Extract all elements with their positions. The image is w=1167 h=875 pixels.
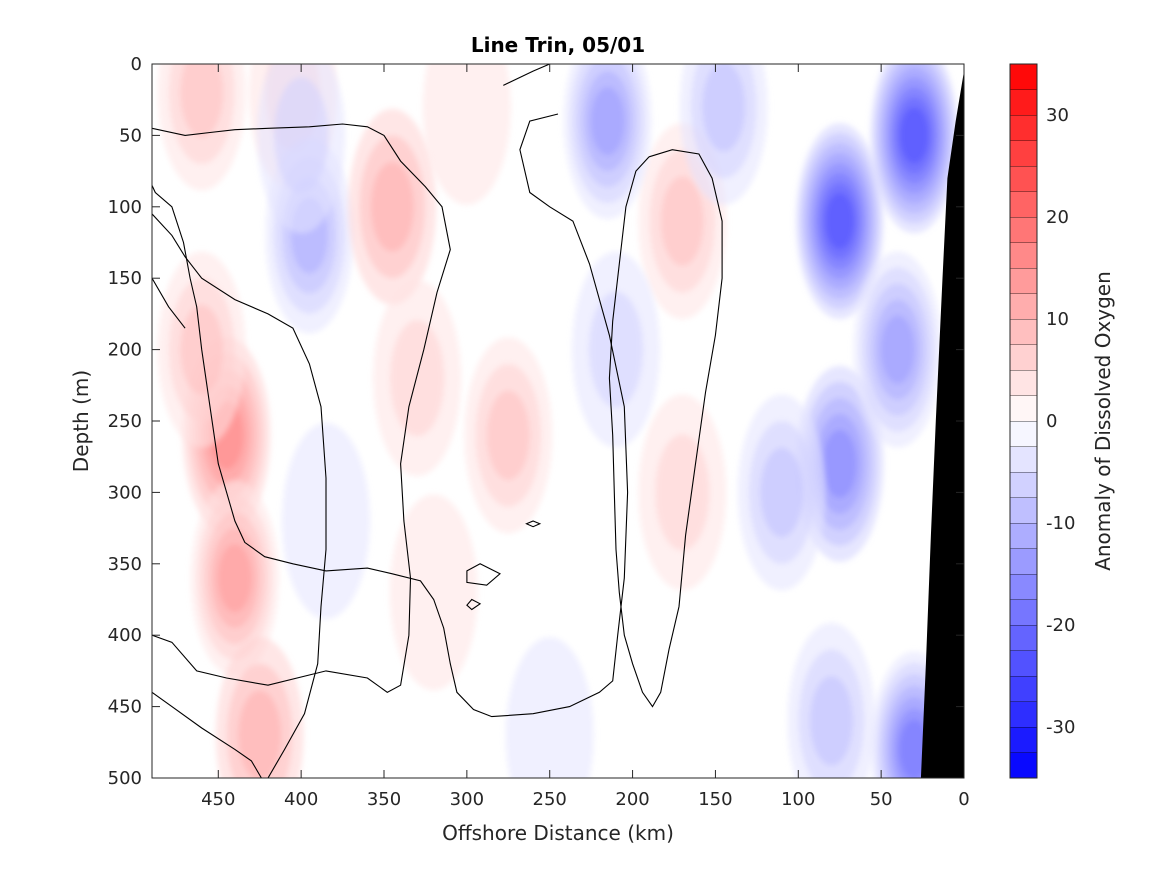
colorbar-level	[1010, 319, 1037, 345]
anomaly-blob	[373, 280, 462, 477]
x-tick-label: 450	[201, 789, 235, 810]
x-tick-label: 350	[367, 789, 401, 810]
anomaly-blob	[563, 64, 652, 220]
x-tick-label: 50	[870, 789, 893, 810]
colorbar-level	[1010, 523, 1037, 549]
colorbar-level	[1010, 676, 1037, 702]
zero-contour-island	[466, 598, 482, 611]
x-axis: 450 400 350 300 250 200 150 100 50 0	[201, 64, 970, 810]
y-tick-label: 400	[108, 625, 142, 646]
zero-contour-line	[152, 123, 451, 693]
colorbar-level	[1010, 191, 1037, 217]
colorbar-level	[1010, 293, 1037, 319]
y-tick-label: 150	[108, 268, 142, 289]
x-axis-title: Offshore Distance (km)	[442, 821, 674, 845]
colorbar-level	[1010, 650, 1037, 676]
colorbar-tick-label: 0	[1046, 411, 1057, 432]
x-tick-label: 100	[781, 789, 815, 810]
colorbar-frame	[1009, 63, 1038, 779]
colorbar-level	[1010, 472, 1037, 498]
zero-contour-line	[152, 113, 629, 718]
anomaly-blob	[787, 622, 876, 778]
anomaly-blob	[464, 337, 553, 534]
colorbar-tick-label: -20	[1046, 615, 1075, 636]
colorbar-level	[1010, 497, 1037, 523]
anomaly-blob	[215, 637, 304, 778]
colorbar-tick-label: -10	[1046, 513, 1075, 534]
anomaly-blob	[870, 64, 959, 234]
colorbar-level	[1010, 701, 1037, 727]
colorbar-level	[1010, 89, 1037, 115]
colorbar-level	[1010, 140, 1037, 166]
colorbar-level	[1010, 574, 1037, 600]
anomaly-blob	[572, 251, 660, 448]
colorbar-level	[1010, 752, 1037, 778]
anomaly-blob	[638, 394, 727, 591]
y-tick-label: 450	[108, 697, 142, 718]
y-tick-label: 50	[119, 125, 142, 146]
x-tick-label: 250	[533, 789, 567, 810]
colorbar-level	[1010, 242, 1037, 268]
zero-contour-line	[608, 149, 723, 708]
zero-contour-line	[152, 213, 327, 778]
bathymetry-mask	[920, 71, 964, 779]
zero-contour-island	[466, 563, 501, 586]
y-tick-label: 200	[108, 340, 142, 361]
zero-contour-island	[525, 520, 542, 528]
anomaly-blob	[795, 123, 884, 320]
colorbar-level	[1010, 166, 1037, 192]
colorbar-level	[1010, 115, 1037, 141]
anomaly-blob	[737, 394, 826, 591]
colorbar-level	[1010, 599, 1037, 625]
colorbar-level	[1010, 395, 1037, 421]
y-tick-label: 0	[131, 54, 142, 75]
colorbar-tick-label: 10	[1046, 309, 1069, 330]
y-tick-label: 300	[108, 482, 142, 503]
y-tick-label: 500	[108, 768, 142, 789]
colorbar-level	[1010, 548, 1037, 574]
colorbar-level	[1010, 446, 1037, 472]
colorbar-level	[1010, 370, 1037, 396]
anomaly-blob	[853, 251, 942, 448]
colorbar: -30 -20 -10 0 10 20 30	[1009, 63, 1075, 779]
colorbar-tick-label: 30	[1046, 105, 1069, 126]
y-tick-label: 350	[108, 554, 142, 575]
y-tick-label: 250	[108, 411, 142, 432]
y-tick-label: 100	[108, 197, 142, 218]
x-tick-label: 150	[698, 789, 732, 810]
y-axis: 0 50 100 150 200 250 300 350 400 450 500	[108, 54, 964, 789]
zero-contours	[152, 64, 723, 778]
anomaly-blob	[348, 108, 437, 305]
colorbar-level	[1010, 727, 1037, 753]
x-tick-label: 300	[450, 789, 484, 810]
anomaly-blob	[389, 494, 478, 691]
anomaly-blob	[157, 64, 246, 191]
colorbar-level	[1010, 344, 1037, 370]
zero-contour-line	[152, 691, 262, 778]
colorbar-level	[1010, 421, 1037, 447]
anomaly-blob	[257, 64, 346, 234]
anomaly-blob	[679, 64, 768, 205]
colorbar-level	[1010, 268, 1037, 294]
zero-contour-line	[152, 277, 186, 329]
plot-area	[151, 63, 965, 779]
x-tick-label: 400	[284, 789, 318, 810]
anomaly-blob	[190, 480, 279, 677]
chart-title: Line Trin, 05/01	[471, 33, 645, 57]
x-tick-label: 0	[958, 789, 969, 810]
anomaly-blob	[505, 637, 594, 778]
x-tick-label: 200	[615, 789, 649, 810]
colorbar-level	[1010, 64, 1037, 90]
zero-contour-line	[503, 64, 550, 86]
anomaly-blob	[422, 64, 511, 205]
colorbar-title: Anomaly of Dissolved Oxygen	[1091, 271, 1115, 571]
colorbar-level	[1010, 217, 1037, 243]
colorbar-level	[1010, 625, 1037, 651]
y-axis-title: Depth (m)	[69, 370, 93, 472]
colorbar-tick-label: 20	[1046, 207, 1069, 228]
colorbar-tick-label: -30	[1046, 717, 1075, 738]
